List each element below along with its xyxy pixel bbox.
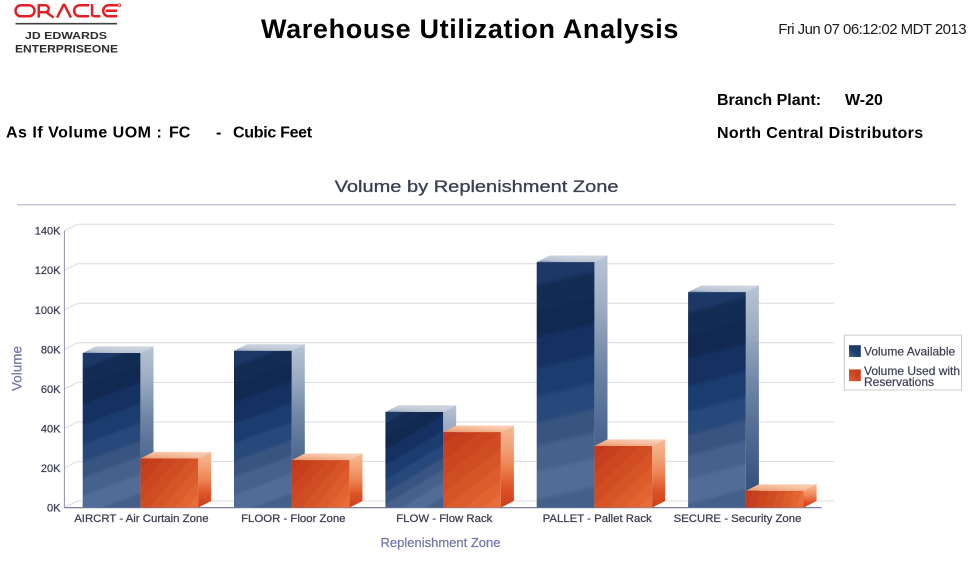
svg-text:Warehouse Utilization Analysis: Warehouse Utilization Analysis bbox=[261, 14, 679, 44]
svg-text:20K: 20K bbox=[41, 463, 61, 475]
svg-text:ENTERPRISEONE: ENTERPRISEONE bbox=[15, 44, 118, 56]
svg-text:FLOW - Flow Rack: FLOW - Flow Rack bbox=[396, 513, 492, 525]
svg-text:PALLET - Pallet Rack: PALLET - Pallet Rack bbox=[543, 513, 652, 525]
svg-text:Volume by Replenishment Zone: Volume by Replenishment Zone bbox=[335, 177, 619, 196]
svg-text:As If Volume UOM :: As If Volume UOM : bbox=[6, 125, 162, 142]
svg-text:Volume Available: Volume Available bbox=[864, 344, 956, 358]
svg-text:Cubic Feet: Cubic Feet bbox=[233, 125, 313, 142]
svg-text:FLOOR - Floor Zone: FLOOR - Floor Zone bbox=[241, 513, 345, 525]
svg-text:FC: FC bbox=[169, 125, 191, 142]
svg-text:140K: 140K bbox=[35, 226, 61, 238]
svg-text:0K: 0K bbox=[47, 503, 61, 515]
svg-text:-: - bbox=[216, 125, 221, 142]
svg-text:North Central Distributors: North Central Distributors bbox=[717, 125, 923, 142]
svg-text:Volume Used with: Volume Used with bbox=[864, 364, 960, 378]
svg-text:Replenishment Zone: Replenishment Zone bbox=[381, 535, 501, 550]
svg-text:80K: 80K bbox=[41, 344, 61, 356]
svg-text:AIRCRT - Air Curtain Zone: AIRCRT - Air Curtain Zone bbox=[74, 513, 208, 525]
svg-text:40K: 40K bbox=[41, 423, 61, 435]
svg-text:100K: 100K bbox=[35, 305, 61, 317]
svg-text:Fri Jun 07 06:12:02 MDT 2013: Fri Jun 07 06:12:02 MDT 2013 bbox=[778, 21, 966, 38]
svg-text:Branch Plant:: Branch Plant: bbox=[717, 92, 821, 109]
svg-text:Volume: Volume bbox=[10, 346, 25, 391]
svg-text:W-20: W-20 bbox=[845, 92, 883, 109]
svg-text:120K: 120K bbox=[35, 265, 61, 277]
svg-text:SECURE - Security Zone: SECURE - Security Zone bbox=[674, 513, 802, 525]
svg-text:Reservations: Reservations bbox=[864, 375, 934, 389]
svg-text:JD EDWARDS: JD EDWARDS bbox=[25, 31, 107, 42]
svg-text:60K: 60K bbox=[41, 384, 61, 396]
